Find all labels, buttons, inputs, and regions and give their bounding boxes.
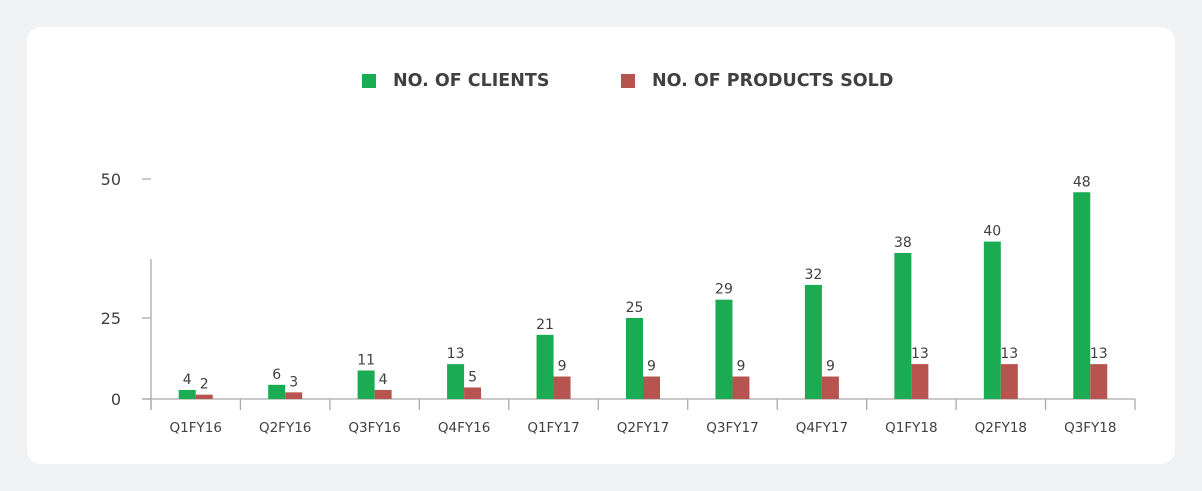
bar-clients xyxy=(536,334,554,399)
bar-products xyxy=(1090,364,1108,399)
data-label-products: 5 xyxy=(468,369,477,385)
bar-products xyxy=(1000,364,1018,399)
bar-products xyxy=(285,392,303,399)
legend-item-products: NO. OF PRODUCTS SOLD xyxy=(621,71,893,91)
data-label-clients: 6 xyxy=(272,367,281,383)
bar-clients xyxy=(983,241,1001,399)
data-label-products: 9 xyxy=(647,359,656,375)
bar-products xyxy=(821,376,839,399)
data-label-clients: 48 xyxy=(1073,174,1091,190)
legend-label-clients: NO. OF CLIENTS xyxy=(393,71,550,91)
y-tick-label: 50 xyxy=(101,170,121,189)
legend-label-products: NO. OF PRODUCTS SOLD xyxy=(652,71,894,91)
bar-clients xyxy=(1073,192,1091,399)
bar-clients xyxy=(268,384,286,399)
data-label-products: 9 xyxy=(558,359,567,375)
bar-clients xyxy=(357,370,375,399)
data-label-clients: 38 xyxy=(894,235,912,251)
data-label-products: 13 xyxy=(1000,346,1018,362)
legend-item-clients: NO. OF CLIENTS xyxy=(362,71,549,91)
bar-clients xyxy=(894,252,912,399)
data-label-products: 2 xyxy=(200,377,209,393)
bar-clients xyxy=(626,318,643,399)
data-label-clients: 4 xyxy=(183,372,192,388)
chart-card xyxy=(27,27,1175,464)
data-label-products: 13 xyxy=(911,346,929,362)
data-label-clients: 13 xyxy=(447,346,465,362)
x-tick-label: Q3FY16 xyxy=(348,420,400,436)
data-label-clients: 11 xyxy=(357,353,375,369)
bar-products xyxy=(464,387,482,399)
x-tick-label: Q4FY17 xyxy=(796,420,848,436)
bar-products xyxy=(195,394,213,399)
x-tick-label: Q4FY16 xyxy=(438,420,490,436)
data-label-products: 9 xyxy=(736,359,745,375)
bar-clients xyxy=(804,284,822,399)
legend-swatch-clients xyxy=(362,74,376,88)
chart-legend: NO. OF CLIENTS NO. OF PRODUCTS SOLD xyxy=(0,71,1202,93)
x-tick-label: Q1FY17 xyxy=(527,420,579,436)
data-label-products: 4 xyxy=(379,372,388,388)
x-tick-label: Q2FY17 xyxy=(617,420,669,436)
x-tick-label: Q2FY16 xyxy=(259,420,311,436)
bar-clients xyxy=(715,299,733,399)
data-label-clients: 25 xyxy=(626,300,644,316)
x-tick-label: Q1FY16 xyxy=(170,420,222,436)
data-label-clients: 40 xyxy=(983,224,1001,240)
bar-clients xyxy=(447,364,465,399)
bar-products xyxy=(911,364,929,399)
bar-products xyxy=(553,376,571,399)
bar-products xyxy=(374,389,392,399)
data-label-clients: 21 xyxy=(536,317,554,333)
bar-products xyxy=(732,376,750,399)
bar-products xyxy=(643,376,660,399)
data-label-clients: 32 xyxy=(804,267,822,283)
x-tick-label: Q3FY18 xyxy=(1064,420,1116,436)
data-label-clients: 29 xyxy=(715,282,733,298)
x-tick-label: Q1FY18 xyxy=(885,420,937,436)
x-tick-label: Q3FY17 xyxy=(706,420,758,436)
data-label-products: 13 xyxy=(1090,346,1108,362)
x-tick-label: Q2FY18 xyxy=(975,420,1027,436)
bar-clients xyxy=(178,389,196,399)
y-tick-label: 0 xyxy=(111,390,121,409)
legend-swatch-products xyxy=(621,74,635,88)
y-tick-label: 25 xyxy=(101,309,121,328)
data-label-products: 3 xyxy=(289,374,298,390)
data-label-products: 9 xyxy=(826,359,835,375)
